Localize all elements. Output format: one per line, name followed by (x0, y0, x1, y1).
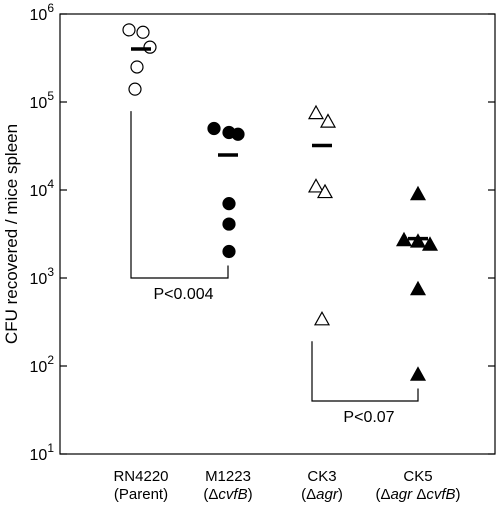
category-sublabel: (Δagr) (301, 486, 343, 503)
data-point-triangle (307, 178, 325, 193)
comparison-p-value: P<0.07 (343, 409, 394, 426)
y-tick-label: 101 (30, 441, 55, 464)
data-point-circle (122, 23, 136, 37)
category-label: CK3 (307, 468, 336, 485)
data-point-triangle (421, 236, 439, 251)
y-tick-label: 105 (30, 89, 55, 112)
data-point-triangle (319, 113, 337, 128)
data-point-triangle (409, 366, 427, 381)
data-point-triangle (409, 233, 427, 248)
plot-frame (59, 13, 496, 455)
category-labels: RN4220(Parent) M1223(ΔcvfB) CK3(Δagr) CK5(Δ… (113, 468, 460, 503)
data-point-circle (231, 127, 245, 141)
data-point-circle (222, 197, 236, 211)
y-tick-label: 102 (30, 353, 55, 376)
category-sublabel: (Δagr ΔcvfB) (375, 486, 460, 503)
data-point-triangle (395, 231, 413, 247)
y-tick-label: 106 (30, 1, 55, 24)
category-label: CK5 (403, 468, 432, 485)
data-point-triangle (316, 183, 334, 199)
comparison-bracket (311, 341, 419, 402)
data-point-circle (222, 217, 236, 231)
comparison-bracket (130, 111, 229, 279)
comparison-p-value: P<0.004 (153, 286, 213, 303)
category-label: RN4220 (113, 468, 168, 485)
data-point-triangle (313, 310, 331, 326)
y-tick-label: 103 (30, 265, 55, 288)
category-sublabel: (Parent) (114, 486, 168, 503)
data-point-circle (130, 60, 144, 74)
data-point-triangle (409, 280, 427, 296)
y-axis-label: CFU recovered / mice spleen (2, 124, 21, 344)
category-label: M1223 (205, 468, 251, 485)
y-tick-label: 104 (30, 177, 55, 200)
mean-markers (131, 47, 428, 241)
data-point-circle (222, 244, 236, 259)
y-ticks (60, 13, 495, 455)
data-point-triangle (409, 185, 427, 201)
category-sublabel: (ΔcvfB) (203, 486, 252, 503)
data-point-circle (207, 121, 221, 136)
data-point-circle (136, 25, 150, 39)
data-point-circle (128, 82, 142, 96)
data-point-circle (143, 40, 157, 54)
data-point-triangle (307, 104, 325, 120)
data-points (122, 23, 439, 381)
y-tick-labels: 101 102 103 104 105 106 (30, 1, 55, 464)
comparison-brackets: P<0.004 P<0.07 (130, 111, 419, 426)
